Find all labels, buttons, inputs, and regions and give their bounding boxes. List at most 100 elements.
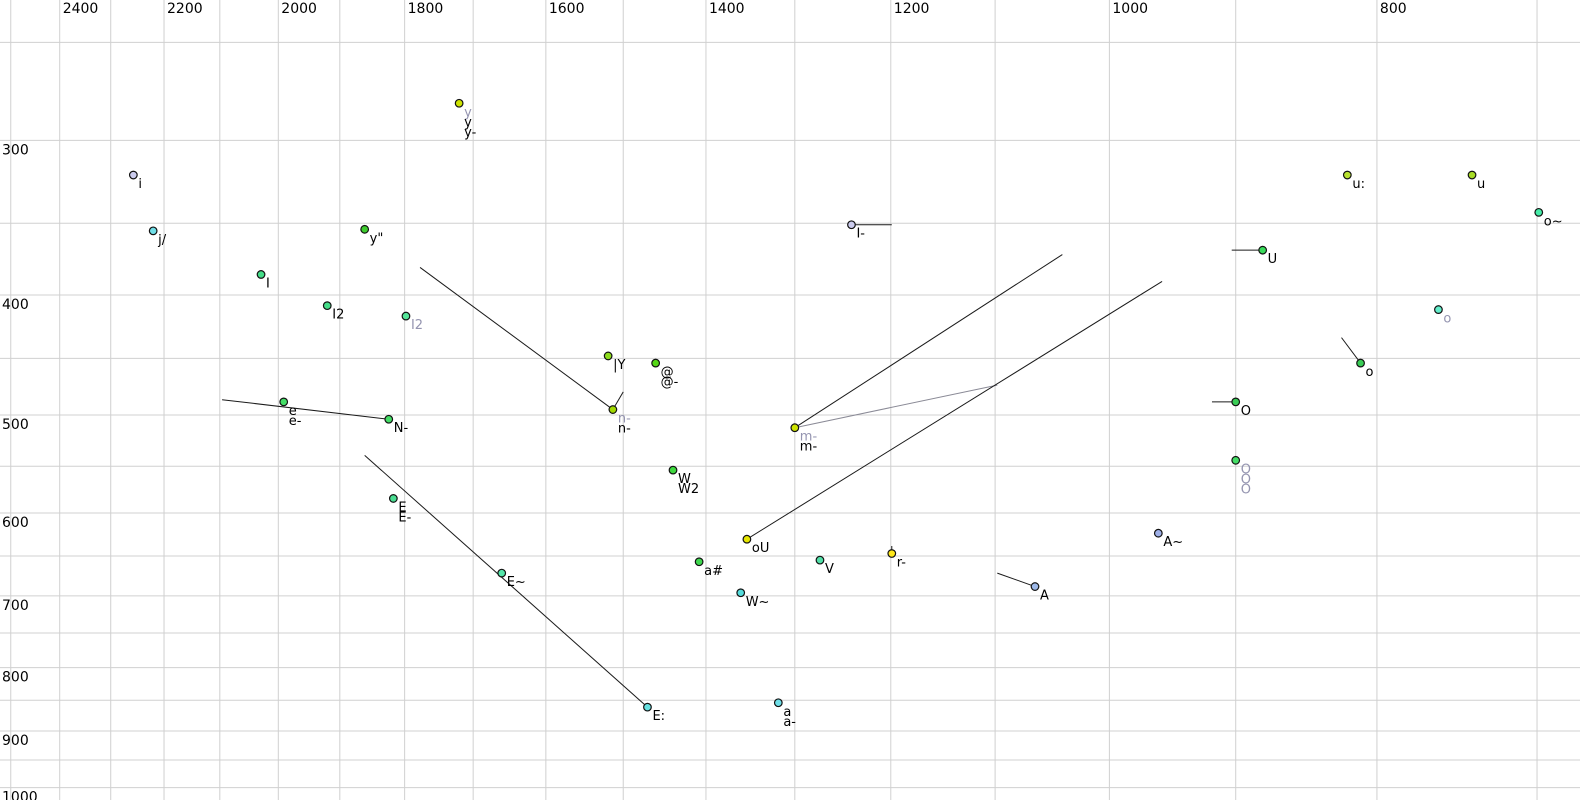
data-point-U (1258, 245, 1268, 255)
x-axis-tick-label: 1400 (709, 1, 745, 17)
point-label-y: y (464, 115, 472, 130)
point-label-o: o (1366, 365, 1374, 380)
y-axis-tick-label: 600 (2, 515, 29, 531)
x-axis-tick-label: 2200 (167, 1, 203, 17)
point-label-a: a- (783, 715, 796, 730)
point-label-a: a (783, 705, 791, 720)
data-point-|Y (603, 351, 613, 361)
point-label-W: W (678, 472, 691, 487)
point-label-|Y: |Y (613, 358, 625, 373)
data-point-O (1231, 397, 1241, 407)
y-axis-tick-labels: 300 400 500 600 700 800 900 1000 (2, 142, 38, 800)
x-axis-tick-label: 2000 (281, 1, 317, 17)
data-point-a (773, 698, 783, 708)
x-axis-tick-label: 1600 (549, 1, 585, 17)
point-label-I-: I- (856, 227, 865, 242)
point-label-W~: W~ (746, 595, 770, 610)
data-point-I- (847, 220, 856, 230)
line-E-to-E: (364, 454, 648, 708)
line-A (997, 572, 1036, 588)
point-label-i: i (138, 177, 142, 192)
y-axis-tick-label: 400 (2, 297, 29, 313)
point-label-@-: @ (661, 365, 674, 380)
x-axis-tick-label: 2400 (63, 1, 99, 17)
data-point-A (1030, 582, 1040, 591)
y-axis-tick-label: 500 (2, 417, 29, 433)
point-label-E~: E~ (507, 575, 526, 590)
data-point-I2-light (401, 311, 411, 321)
point-label-y: y- (464, 125, 476, 140)
point-label-u: u (1477, 177, 1485, 192)
data-point-A~ (1153, 528, 1163, 538)
point-label-O-triple: O (1241, 482, 1251, 497)
x-axis-tick-labels: 2400 2200 2000 1800 1600 1400 1200 1000 800 (63, 1, 1407, 17)
data-point-oU (742, 534, 752, 544)
point-label-A~: A~ (1163, 535, 1183, 550)
point-label-o-light: o (1443, 312, 1451, 327)
point-label-E:: E: (652, 709, 665, 724)
data-point-@- (651, 358, 661, 368)
line-m-up (794, 254, 1063, 429)
data-point-E~ (497, 568, 507, 578)
point-label-e: e (289, 404, 297, 419)
y-axis-tick-label: 900 (2, 733, 29, 749)
point-label-A: A (1040, 589, 1049, 604)
data-point-y (454, 98, 464, 108)
point-label-E-: E (398, 500, 406, 515)
line-e-N (222, 399, 389, 420)
point-label-a#: a# (704, 564, 723, 579)
data-point-N- (384, 414, 394, 424)
x-axis-tick-label: 1200 (894, 1, 930, 17)
point-label-r-: r- (897, 556, 907, 571)
data-point-u (1467, 170, 1477, 180)
data-point-m- (790, 423, 800, 433)
point-label-O-triple: O (1241, 462, 1251, 477)
point-label-e: e- (289, 414, 302, 429)
point-label-W: W2 (678, 482, 699, 497)
data-point-i (128, 170, 138, 180)
data-point-E: (643, 702, 652, 712)
point-label-V: V (825, 562, 834, 577)
point-label-N-: N- (394, 421, 409, 436)
point-label-m-: m- (800, 430, 818, 445)
x-axis-tick-label: 800 (1380, 1, 1407, 17)
point-label-y": y" (370, 231, 384, 246)
y-axis-tick-label: 300 (2, 142, 29, 158)
point-label-I2-light: I2 (411, 318, 423, 333)
point-label-E-: E- (398, 510, 411, 525)
point-label-j/: j/ (157, 233, 167, 248)
line-to-n (419, 267, 614, 410)
data-point-E- (388, 494, 398, 503)
data-point-j/ (148, 226, 158, 236)
point-label-oU: oU (752, 541, 769, 556)
point-label-O-triple: O (1241, 472, 1251, 487)
point-label-o~: o~ (1544, 214, 1563, 229)
point-label-O: O (1241, 404, 1251, 419)
point-label-@-: @- (661, 375, 679, 390)
line-m-gray (794, 384, 998, 429)
point-label-I: I (266, 276, 270, 291)
line-o (1341, 337, 1361, 364)
point-label-n-: n- (618, 422, 631, 437)
data-point-y" (360, 224, 370, 234)
data-point-I2 (322, 301, 332, 311)
data-point-I (256, 270, 266, 279)
y-axis-tick-label: 1000 (2, 790, 38, 800)
point-label-I2: I2 (332, 308, 344, 323)
point-label-n-: n- (618, 412, 631, 427)
y-axis-tick-label: 800 (2, 670, 29, 686)
point-label-U: U (1268, 252, 1278, 267)
y-axis-tick-label: 700 (2, 598, 29, 614)
line-oU-up (746, 280, 1163, 540)
point-label-y: y (464, 105, 472, 120)
point-label-u:: u: (1352, 177, 1365, 192)
data-point-O-triple (1231, 455, 1241, 465)
data-point-o (1356, 358, 1365, 368)
data-point-u: (1342, 170, 1352, 180)
x-axis-tick-label: 1000 (1112, 1, 1148, 17)
